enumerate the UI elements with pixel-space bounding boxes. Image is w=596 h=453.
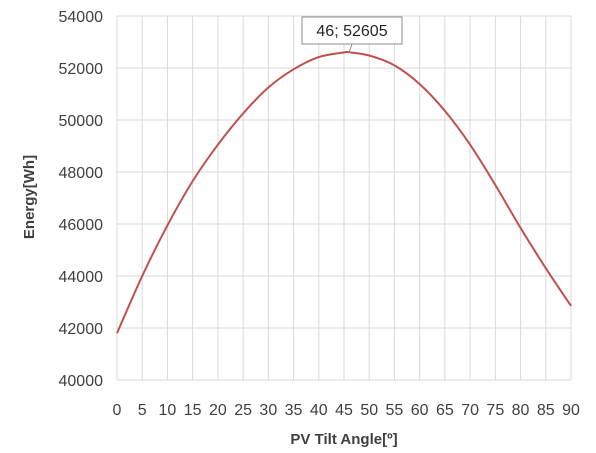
x-tick-label: 60 — [411, 402, 429, 419]
x-tick-label: 55 — [386, 402, 404, 419]
x-tick-label: 30 — [259, 402, 277, 419]
energy-series-line — [116, 50, 572, 334]
callout-label: 46; 52605 — [316, 23, 387, 40]
x-tick-label: 90 — [562, 402, 580, 419]
y-tick-label: 54000 — [59, 9, 104, 26]
x-axis-ticks: 0 5 10 15 20 25 30 35 40 45 50 55 60 65 70 75 80 85 90 — [113, 402, 580, 419]
x-tick-label: 75 — [486, 402, 504, 419]
x-tick-label: 65 — [436, 402, 454, 419]
x-tick-label: 85 — [537, 402, 555, 419]
x-tick-label: 80 — [512, 402, 530, 419]
y-tick-label: 50000 — [59, 113, 104, 130]
callout-leader-line — [348, 43, 353, 53]
y-tick-label: 46000 — [59, 217, 104, 234]
x-tick-label: 45 — [335, 402, 353, 419]
y-tick-label: 48000 — [59, 165, 104, 182]
y-tick-label: 44000 — [59, 269, 104, 286]
y-axis-ticks: 40000 42000 44000 46000 48000 50000 52000 54000 — [59, 9, 104, 390]
x-tick-label: 35 — [285, 402, 303, 419]
x-tick-label: 20 — [209, 402, 227, 419]
x-tick-label: 70 — [461, 402, 479, 419]
x-tick-label: 5 — [138, 402, 147, 419]
x-tick-label: 0 — [113, 402, 122, 419]
x-tick-label: 10 — [159, 402, 177, 419]
x-tick-label: 15 — [184, 402, 202, 419]
y-tick-label: 42000 — [59, 321, 104, 338]
y-axis-title: Energy[Wh] — [21, 155, 38, 239]
y-tick-label: 40000 — [59, 373, 104, 390]
x-tick-label: 50 — [360, 402, 378, 419]
callout-box — [301, 16, 403, 45]
y-tick-label: 52000 — [59, 61, 104, 78]
peak-annotation: 46; 52605 — [301, 16, 403, 53]
x-tick-label: 25 — [234, 402, 252, 419]
x-tick-label: 40 — [310, 402, 328, 419]
plot-area — [116, 50, 572, 334]
x-axis-title: PV Tilt Angle[º] — [290, 431, 397, 448]
grid — [116, 15, 572, 381]
